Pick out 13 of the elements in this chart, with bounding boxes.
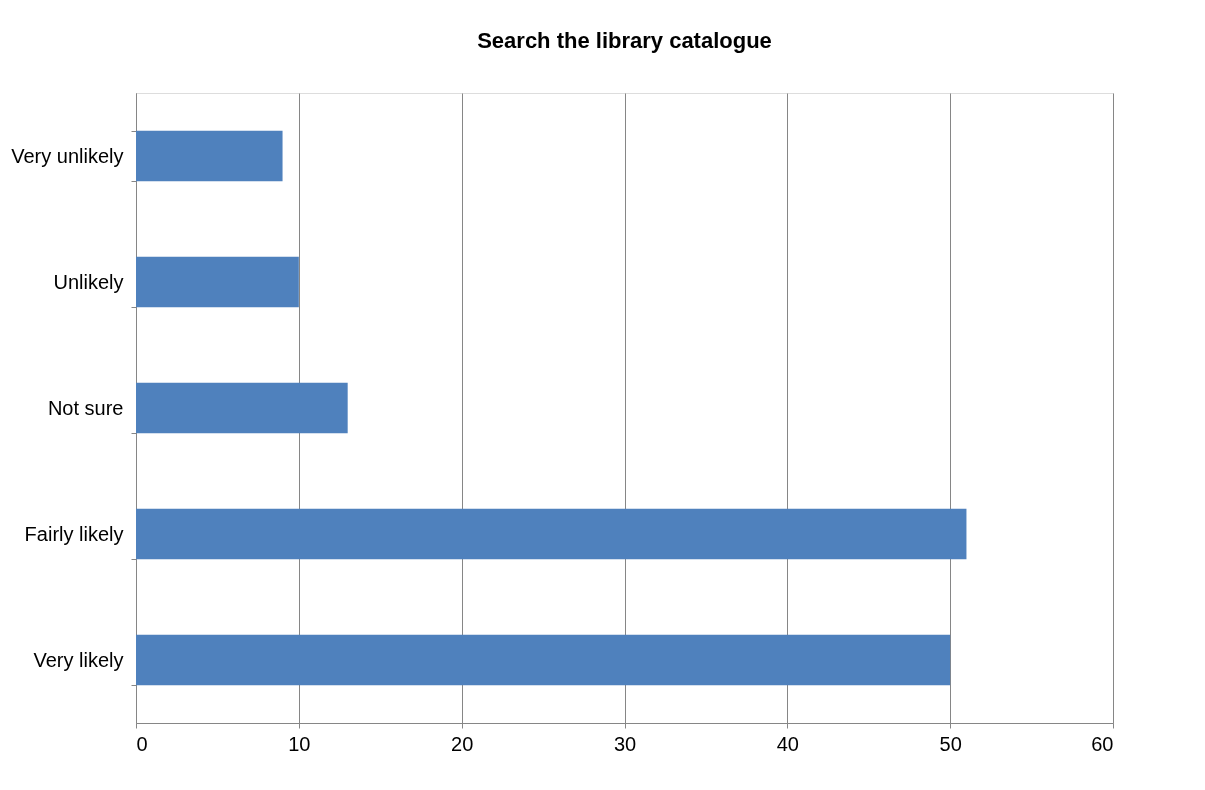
- x-tick-label: 50: [939, 732, 962, 755]
- x-tick-label: 40: [776, 732, 799, 755]
- x-tick-label: 30: [613, 732, 637, 755]
- y-tick-label: Very likely: [33, 648, 124, 671]
- y-tick-label: Not sure: [47, 396, 124, 419]
- y-tick-label: Unlikely: [53, 270, 124, 293]
- x-tick-label: 10: [288, 732, 311, 755]
- x-tick-label: 20: [451, 732, 474, 755]
- y-tick-label: Very unlikely: [11, 144, 124, 167]
- y-tick-label: Fairly likely: [24, 522, 124, 545]
- x-tick-label: 0: [136, 732, 148, 755]
- chart-title: Search the library catalogue: [477, 28, 772, 53]
- x-tick-label: 60: [1091, 732, 1114, 755]
